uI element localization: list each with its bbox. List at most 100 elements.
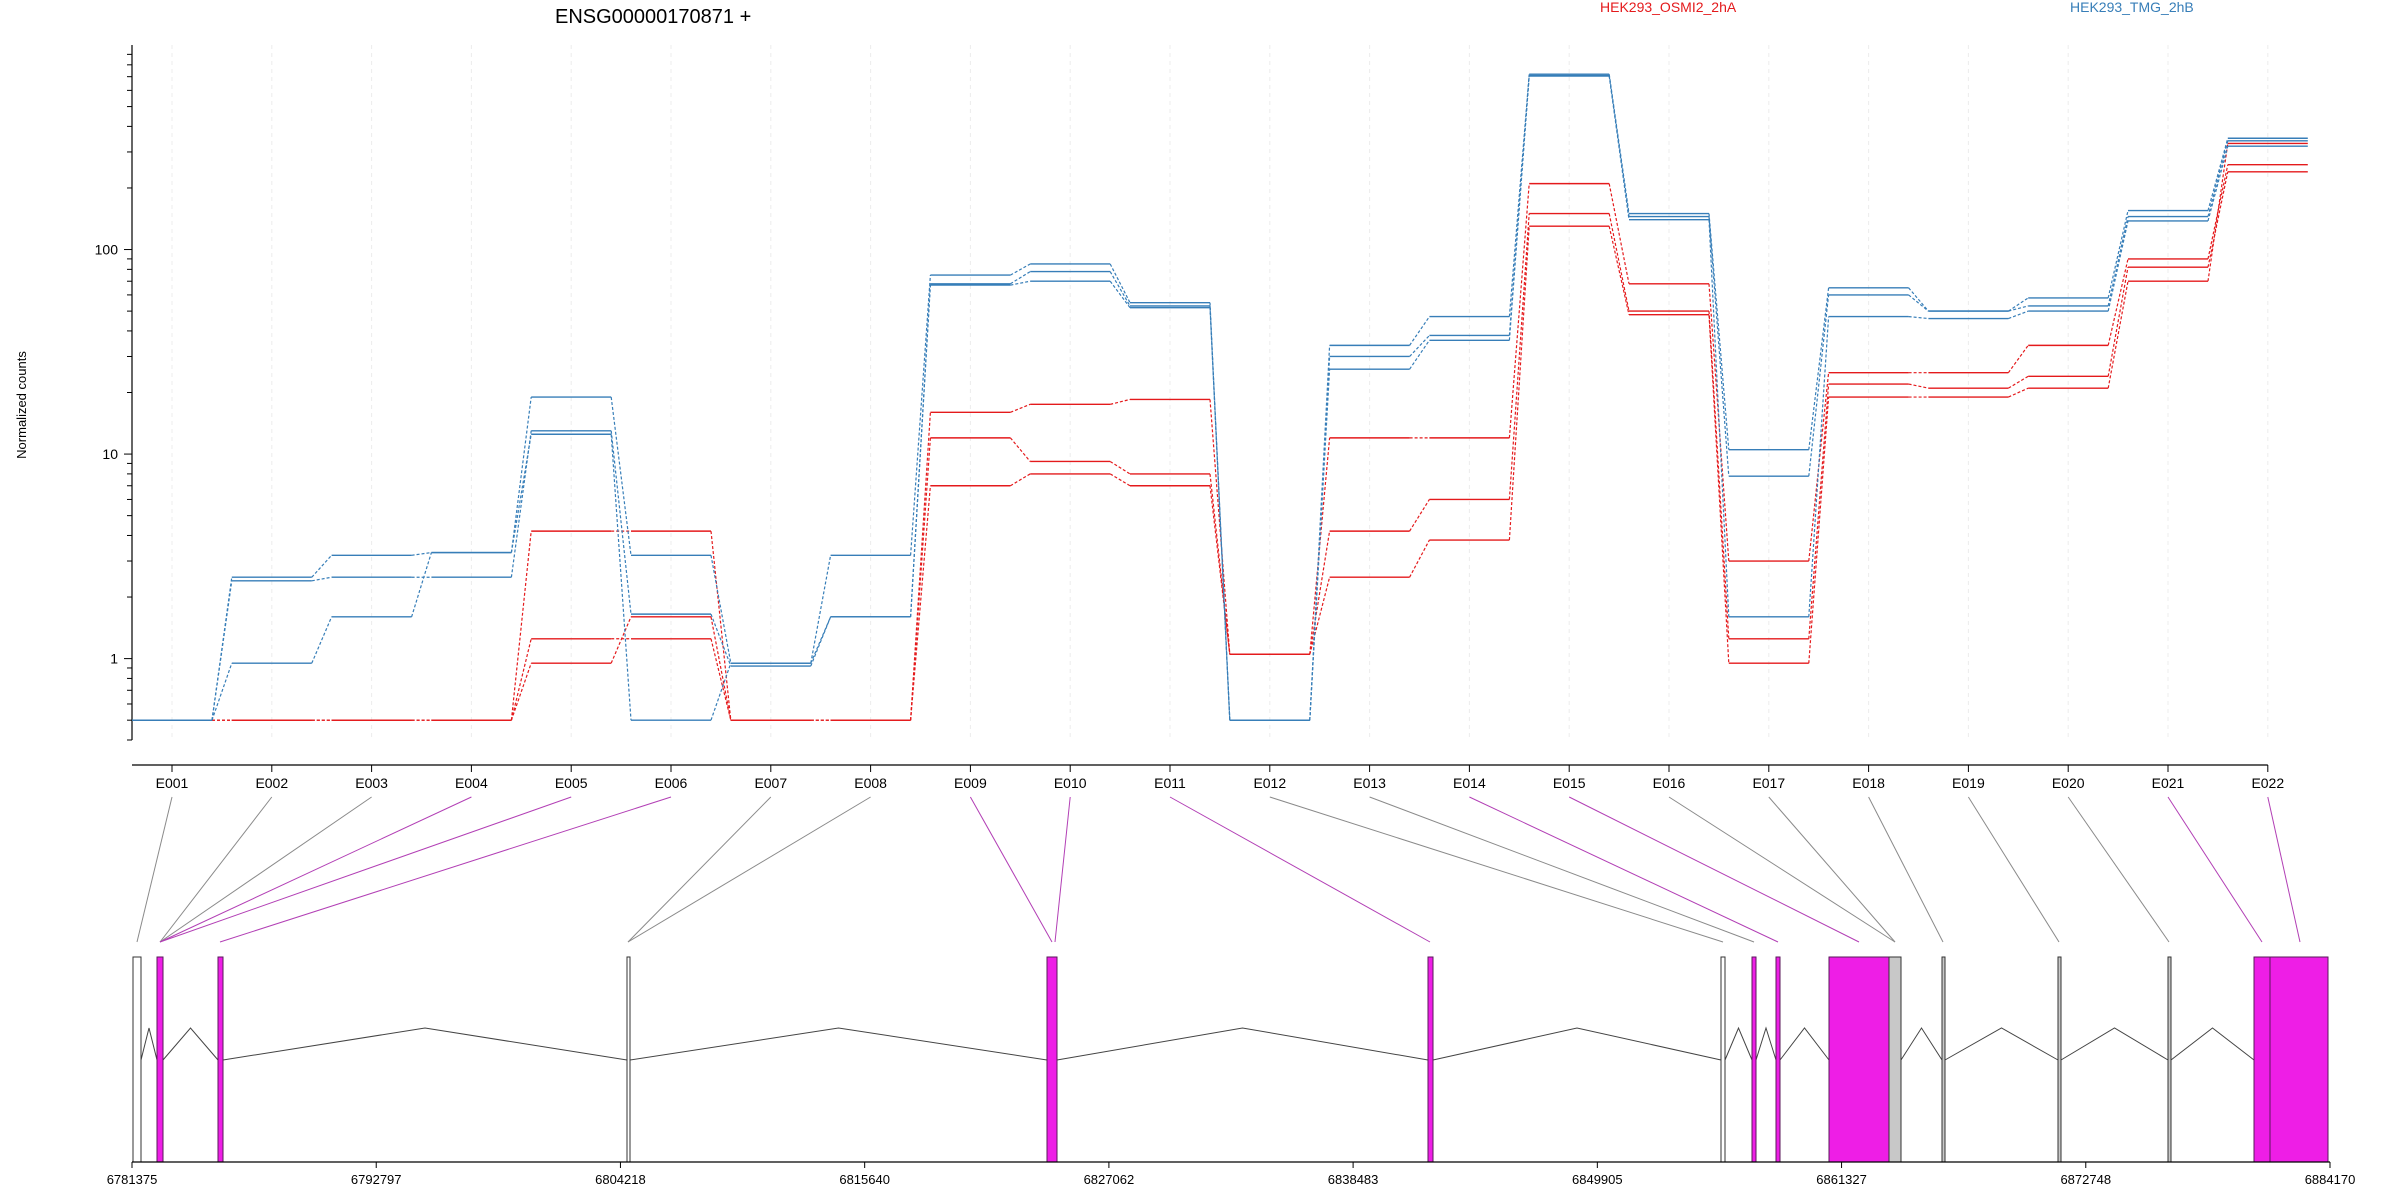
data-connector — [311, 576, 332, 582]
data-connector — [1109, 263, 1131, 303]
data-connector — [1109, 280, 1131, 308]
exon-connector — [2167, 796, 2263, 943]
axes: 1 10 100 E001 E002 E003 E004 E005 E006 E007 E008 E0… — [95, 45, 2284, 791]
exon-connector — [219, 796, 672, 943]
data-connector — [1708, 219, 1730, 617]
data-connector — [1009, 437, 1031, 462]
data-connector — [1808, 287, 1830, 450]
x-tick-label: E018 — [1852, 775, 1885, 791]
data-connector — [1608, 183, 1630, 284]
intron-arc — [2060, 1027, 2169, 1061]
exon-box — [1427, 956, 1434, 1163]
intron-arc — [140, 1027, 158, 1061]
data-connector — [1808, 372, 1830, 562]
data-connector — [910, 485, 931, 721]
data-connector — [1209, 307, 1231, 721]
data-connector — [1010, 280, 1031, 286]
data-connector — [1908, 287, 1929, 312]
legend-entry-osmi: HEK293_OSMI2_2hA — [1600, 0, 1737, 15]
intron-arc — [1724, 1026, 1753, 1061]
y-tick-label: 10 — [102, 446, 118, 462]
data-connector — [1309, 369, 1331, 721]
data-connector — [510, 396, 532, 553]
exon-box — [217, 956, 224, 1163]
data-connector — [610, 430, 632, 615]
x-tick-label: E007 — [754, 775, 787, 791]
data-connector — [710, 531, 732, 721]
exon-box — [2269, 956, 2329, 1163]
exon-connector — [1054, 796, 1071, 943]
data-connector — [1508, 226, 1530, 541]
x-tick-label: E004 — [455, 775, 488, 791]
exon-connector — [627, 796, 772, 943]
exon-box — [1775, 956, 1781, 1163]
data-connector — [810, 616, 832, 667]
genomic-tick-label: 6872748 — [2060, 1172, 2111, 1187]
data-connector — [510, 638, 532, 721]
x-tick-label: E002 — [255, 775, 288, 791]
data-connector — [1409, 335, 1430, 357]
genomic-tick-label: 6838483 — [1328, 1172, 1379, 1187]
x-tick-label: E008 — [854, 775, 887, 791]
x-tick-label: E005 — [555, 775, 588, 791]
data-connector — [2107, 267, 2129, 377]
x-tick-label: E015 — [1553, 775, 1586, 791]
x-tick-label: E014 — [1453, 775, 1486, 791]
exon-box — [132, 956, 142, 1163]
data-connector — [710, 613, 732, 667]
data-connector — [1808, 383, 1830, 639]
x-tick-label: E010 — [1054, 775, 1087, 791]
exon-connector — [2067, 796, 2170, 943]
data-connector — [2008, 310, 2029, 320]
data-connector — [1608, 75, 1630, 220]
exon-box — [2253, 956, 2271, 1163]
exon-connector — [1668, 796, 1896, 943]
data-connector — [1508, 213, 1530, 500]
data-connector — [1608, 226, 1630, 315]
data-connector — [1708, 216, 1730, 477]
genomic-tick-label: 6849905 — [1572, 1172, 1623, 1187]
data-connector — [510, 531, 532, 721]
data-connector — [1908, 383, 1929, 389]
x-tick-label: E003 — [355, 775, 388, 791]
series-HEK293_OSMI2_2hA — [132, 142, 2308, 721]
data-connector — [1808, 294, 1830, 477]
x-tick-label: E021 — [2152, 775, 2185, 791]
genomic-tick-label: 6884170 — [2305, 1172, 2356, 1187]
intron-arc — [1944, 1027, 2059, 1061]
series — [132, 73, 2308, 721]
series-HEK293_TMG_2hB — [132, 75, 2308, 721]
exon-connectors — [136, 796, 2301, 943]
x-tick-label: E001 — [156, 775, 189, 791]
x-tick-label: E016 — [1653, 775, 1686, 791]
data-connector — [1010, 271, 1031, 285]
exon-connector — [1369, 796, 1755, 943]
series-HEK293_TMG_2hB — [132, 74, 2308, 721]
intron-arc — [1432, 1027, 1722, 1061]
data-connector — [1109, 460, 1131, 475]
data-connector — [1110, 398, 1131, 405]
data-connector — [1409, 499, 1430, 532]
exon-box — [1828, 956, 1890, 1163]
y-tick-label: 1 — [110, 651, 118, 667]
data-connector — [710, 555, 732, 664]
exon-box — [1720, 956, 1726, 1163]
x-tick-label: E013 — [1353, 775, 1386, 791]
data-connector — [211, 580, 233, 721]
data-connector — [2207, 164, 2229, 260]
data-connector — [710, 616, 732, 721]
data-connector — [2207, 146, 2229, 222]
data-connector — [1808, 316, 1830, 617]
genomic-tick-label: 6781375 — [107, 1172, 158, 1187]
exon-box — [2167, 956, 2172, 1163]
data-connector — [1708, 213, 1730, 450]
x-tick-label: E017 — [1752, 775, 1785, 791]
intron-arc — [222, 1027, 628, 1061]
data-connector — [1908, 316, 1929, 320]
data-connector — [1508, 183, 1530, 438]
exon-connector — [1169, 796, 1431, 943]
data-connector — [2107, 281, 2129, 389]
data-connector — [2207, 140, 2229, 217]
data-connector — [710, 662, 732, 721]
exon-connector — [1967, 796, 2060, 943]
